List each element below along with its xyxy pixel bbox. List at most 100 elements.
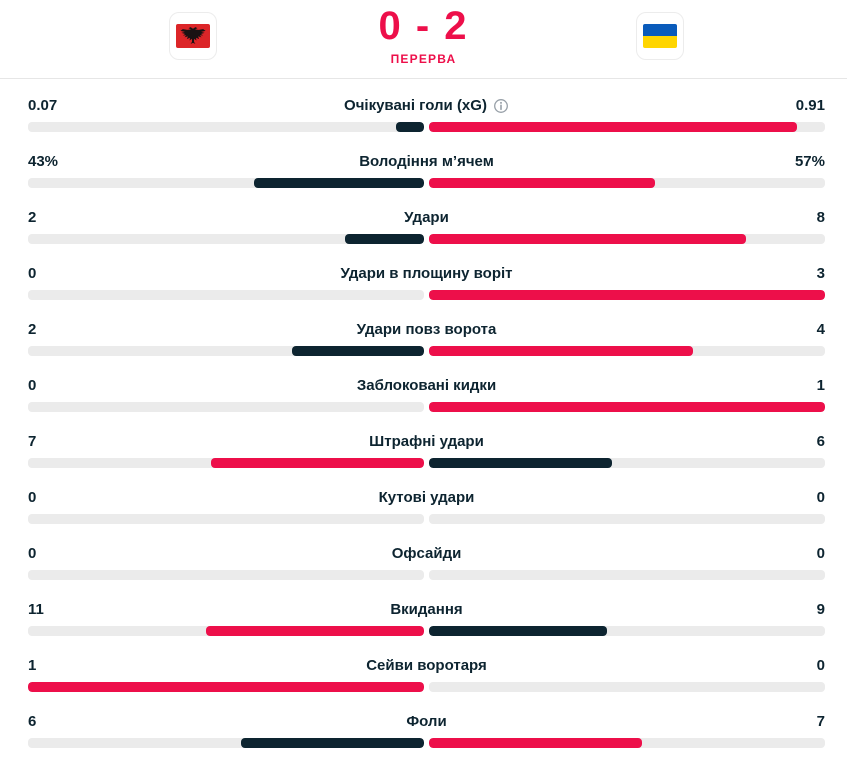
- away-bar-track: [429, 290, 825, 300]
- home-bar-track: [28, 514, 424, 524]
- stat-bars: [28, 290, 825, 300]
- away-bar-fill: [429, 346, 694, 356]
- stat-head: 2 Удари 8: [28, 208, 825, 227]
- stat-row: 11 Вкидання 9: [28, 600, 825, 636]
- stat-bars: [28, 626, 825, 636]
- away-value: 57%: [794, 153, 825, 170]
- stat-row: 6 Фоли 7: [28, 712, 825, 748]
- home-bar-fill: [395, 122, 424, 132]
- home-bar-fill: [206, 626, 424, 636]
- away-bar-track: [429, 626, 825, 636]
- home-bar-track: [28, 738, 424, 748]
- home-value: 0: [28, 489, 37, 506]
- stat-label-wrap: Фоли: [28, 712, 825, 731]
- stat-label: Очікувані голи (xG): [344, 97, 487, 114]
- stat-label-wrap: Штрафні удари: [28, 432, 825, 451]
- stat-head: 2 Удари повз ворота 4: [28, 320, 825, 339]
- stat-label: Удари повз ворота: [356, 321, 497, 338]
- home-value: 2: [28, 209, 37, 226]
- stat-label-wrap: Удари: [28, 208, 825, 227]
- stat-label-wrap: Удари в площину воріт: [28, 264, 825, 283]
- stat-bars: [28, 458, 825, 468]
- away-bar-track: [429, 402, 825, 412]
- stat-bars: [28, 178, 825, 188]
- home-bar-track: [28, 234, 424, 244]
- home-bar-track: [28, 178, 424, 188]
- stat-bars: [28, 346, 825, 356]
- home-bar-track: [28, 346, 424, 356]
- stat-row: 0 Кутові удари 0: [28, 488, 825, 524]
- home-value: 0.07: [28, 97, 58, 114]
- stats-list: 0.07 Очікувані голи (xG) 0.91: [0, 79, 847, 748]
- stat-bars: [28, 514, 825, 524]
- stat-head: 0.07 Очікувані голи (xG) 0.91: [28, 96, 825, 115]
- stat-label: Фоли: [406, 713, 447, 730]
- away-bar-fill: [429, 738, 643, 748]
- away-bar-track: [429, 234, 825, 244]
- stat-head: 0 Офсайди 0: [28, 544, 825, 563]
- stat-label-wrap: Удари повз ворота: [28, 320, 825, 339]
- home-value: 7: [28, 433, 37, 450]
- away-bar-track: [429, 738, 825, 748]
- home-value: 0: [28, 545, 37, 562]
- away-bar-fill: [429, 458, 612, 468]
- stat-row: 0.07 Очікувані голи (xG) 0.91: [28, 96, 825, 132]
- stat-head: 11 Вкидання 9: [28, 600, 825, 619]
- stat-label-wrap: Вкидання: [28, 600, 825, 619]
- away-value: 1: [816, 377, 825, 394]
- home-value: 43%: [28, 153, 59, 170]
- home-value: 11: [28, 601, 44, 618]
- stat-row: 43% Володіння м’ячем 57%: [28, 152, 825, 188]
- away-bar-track: [429, 682, 825, 692]
- info-icon[interactable]: [493, 98, 509, 114]
- stat-label-wrap: Володіння м’ячем: [28, 152, 825, 171]
- home-bar-fill: [253, 178, 424, 188]
- stat-label: Удари: [404, 209, 449, 226]
- away-value: 0: [816, 489, 825, 506]
- away-bar-track: [429, 346, 825, 356]
- stat-bars: [28, 402, 825, 412]
- stat-row: 2 Удари повз ворота 4: [28, 320, 825, 356]
- home-value: 2: [28, 321, 37, 338]
- away-bar-fill: [429, 178, 655, 188]
- home-bar-fill: [210, 458, 424, 468]
- stat-head: 43% Володіння м’ячем 57%: [28, 152, 825, 171]
- stat-label: Офсайди: [391, 545, 462, 562]
- stat-row: 0 Удари в площину воріт 3: [28, 264, 825, 300]
- stat-label-wrap: Кутові удари: [28, 488, 825, 507]
- home-value: 0: [28, 377, 37, 394]
- home-bar-track: [28, 122, 424, 132]
- stat-bars: [28, 682, 825, 692]
- away-value: 9: [816, 601, 825, 618]
- away-value: 3: [816, 265, 825, 282]
- home-bar-fill: [241, 738, 424, 748]
- stat-label: Заблоковані кидки: [356, 377, 497, 394]
- home-bar-track: [28, 458, 424, 468]
- stat-head: 0 Кутові удари 0: [28, 488, 825, 507]
- away-bar-fill: [429, 234, 746, 244]
- stat-label: Кутові удари: [378, 489, 475, 506]
- stat-bars: [28, 234, 825, 244]
- stat-head: 7 Штрафні удари 6: [28, 432, 825, 451]
- stat-bars: [28, 738, 825, 748]
- away-bar-fill: [429, 402, 825, 412]
- stat-label: Вкидання: [390, 601, 463, 618]
- away-value: 0: [816, 545, 825, 562]
- away-bar-track: [429, 570, 825, 580]
- away-value: 6: [816, 433, 825, 450]
- home-value: 0: [28, 265, 37, 282]
- away-value: 8: [816, 209, 825, 226]
- away-bar-track: [429, 458, 825, 468]
- home-value: 1: [28, 657, 37, 674]
- stat-label: Удари в площину воріт: [340, 265, 513, 282]
- stat-row: 7 Штрафні удари 6: [28, 432, 825, 468]
- home-bar-track: [28, 682, 424, 692]
- away-bar-track: [429, 122, 825, 132]
- away-value: 4: [816, 321, 825, 338]
- stat-head: 6 Фоли 7: [28, 712, 825, 731]
- stat-label: Володіння м’ячем: [359, 153, 494, 170]
- away-bar-track: [429, 178, 825, 188]
- home-bar-fill: [292, 346, 424, 356]
- away-bar-fill: [429, 626, 608, 636]
- home-bar-fill: [344, 234, 424, 244]
